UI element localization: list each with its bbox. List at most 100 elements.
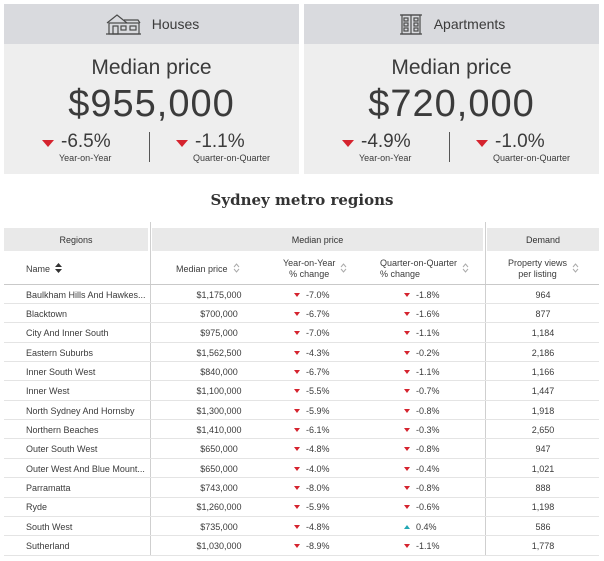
column-header-demand[interactable]: Property views per listing — [508, 258, 579, 280]
region-name[interactable]: Outer South West — [26, 444, 98, 455]
row-divider — [4, 361, 599, 363]
table-row[interactable]: Parramatta $743,000 -8.0% -0.8% 888 — [4, 479, 599, 498]
table-row[interactable]: North Sydney And Hornsby $1,300,000 -5.9% -… — [4, 401, 599, 421]
region-name[interactable]: Outer West And Blue Mount... — [26, 463, 145, 474]
row-divider — [4, 457, 599, 459]
houses-qoq-value: -1.1% — [195, 131, 245, 152]
down-triangle-icon — [404, 544, 410, 549]
property-views: 888 — [535, 483, 551, 493]
median-price: $1,300,000 — [196, 405, 242, 416]
qoq-change: -0.6% — [404, 498, 464, 517]
houses-changes: -6.5% Year-on-Year -1.1% Quarter-on-Quar… — [4, 132, 299, 164]
region-name[interactable]: North Sydney And Hornsby — [26, 405, 135, 416]
row-divider — [4, 303, 599, 304]
houses-yoy-label: Year-on-Year — [59, 153, 112, 163]
table-row[interactable]: Sutherland $1,030,000 -8.9% -1.1% 1,778 — [4, 537, 599, 556]
header-divider — [4, 284, 599, 285]
table-row[interactable]: City And Inner South $975,000 -7.0% -1.1% 1,… — [4, 324, 599, 343]
qoq-change: -1.8% — [404, 285, 464, 304]
property-views: 2,186 — [531, 347, 555, 358]
apartments-divider — [449, 132, 450, 162]
houses-qoq-change: -1.1% Quarter-on-Quarter — [176, 132, 270, 163]
column-header-demand-line1: Property views — [508, 258, 568, 268]
region-name[interactable]: Ryde — [26, 502, 48, 513]
houses-median-price: $955,000 — [68, 83, 235, 125]
yoy-change-value: -6.7% — [306, 366, 330, 377]
sort-icon[interactable] — [233, 263, 240, 275]
region-name[interactable]: Sutherland — [26, 541, 70, 552]
median-price: $650,000 — [200, 444, 238, 455]
yoy-change-value: -4.0% — [306, 463, 330, 474]
qoq-change-value: -0.7% — [416, 386, 440, 397]
property-views: 2,650 — [531, 424, 555, 435]
region-name[interactable]: Parramatta — [26, 483, 71, 493]
median-price: $650,000 — [200, 463, 238, 474]
qoq-change-value: -0.3% — [416, 424, 440, 435]
table-row[interactable]: South West $735,000 -4.8% 0.4% 586 — [4, 517, 599, 537]
row-divider — [4, 322, 599, 324]
table-row[interactable]: Ryde $1,260,000 -5.9% -0.6% 1,198 — [4, 498, 599, 517]
table-row[interactable]: Eastern Suburbs $1,562,500 -4.3% -0.2% 2,186 — [4, 343, 599, 363]
row-divider — [4, 399, 599, 401]
yoy-change: -5.5% — [294, 382, 354, 401]
yoy-change: -6.7% — [294, 304, 354, 323]
yoy-change: -8.9% — [294, 537, 354, 556]
column-header-yoy[interactable]: Year-on-Year % change — [283, 258, 347, 280]
qoq-change-value: -1.8% — [416, 289, 440, 300]
yoy-change: -7.0% — [294, 285, 354, 304]
sort-icon[interactable] — [340, 263, 347, 275]
median-price: $1,100,000 — [196, 386, 242, 397]
down-triangle-icon — [404, 350, 410, 355]
table-row[interactable]: Inner West $1,100,000 -5.5% -0.7% 1,447 — [4, 382, 599, 401]
down-triangle-icon — [294, 369, 300, 374]
row-divider — [4, 554, 599, 556]
column-header-qoq[interactable]: Quarter-on-Quarter % change — [380, 258, 469, 280]
table-row[interactable]: Outer South West $650,000 -4.8% -0.8% 947 — [4, 440, 599, 459]
property-views: 947 — [535, 444, 551, 455]
yoy-change: -4.0% — [294, 459, 354, 478]
region-name[interactable]: Baulkham Hills And Hawkes... — [26, 289, 146, 300]
median-price: $840,000 — [200, 366, 238, 377]
table-divider — [485, 222, 486, 556]
table-row[interactable]: Northern Beaches $1,410,000 -6.1% -0.3% 2,65… — [4, 420, 599, 440]
column-header-name-label: Name — [26, 264, 51, 274]
property-views: 1,918 — [531, 405, 555, 416]
qoq-change-value: -1.1% — [416, 366, 440, 377]
table-row[interactable]: Outer West And Blue Mount... $650,000 -4.0… — [4, 459, 599, 479]
houses-card-title: Houses — [151, 16, 200, 32]
region-name[interactable]: Eastern Suburbs — [26, 347, 94, 358]
yoy-change: -4.8% — [294, 517, 354, 536]
region-name[interactable]: Blacktown — [26, 308, 68, 319]
row-divider — [4, 496, 599, 498]
sort-active-icon[interactable] — [55, 263, 63, 275]
region-name[interactable]: Inner South West — [26, 366, 96, 377]
down-triangle-icon — [404, 427, 410, 432]
column-header-median-price[interactable]: Median price — [176, 258, 240, 280]
up-triangle-icon — [404, 524, 410, 529]
qoq-change-value: -1.1% — [416, 328, 440, 339]
table-row[interactable]: Inner South West $840,000 -6.7% -1.1% 1,166 — [4, 362, 599, 382]
property-views: 1,198 — [531, 502, 555, 513]
qoq-change: -0.8% — [404, 479, 464, 498]
region-name[interactable]: South West — [26, 521, 73, 532]
table-row[interactable]: Blacktown $700,000 -6.7% -1.6% 877 — [4, 304, 599, 324]
row-divider — [4, 438, 599, 440]
apartments-median-label: Median price — [391, 56, 512, 79]
column-header-name[interactable]: Name — [26, 258, 63, 280]
apartments-qoq-value: -1.0% — [495, 131, 545, 152]
region-name[interactable]: City And Inner South — [26, 328, 109, 339]
apartments-qoq-change: -1.0% Quarter-on-Quarter — [476, 132, 570, 163]
column-header-demand-line2: per listing — [518, 269, 557, 279]
yoy-change-value: -7.0% — [306, 328, 330, 339]
yoy-change-value: -8.9% — [306, 541, 330, 552]
qoq-change: -0.8% — [404, 401, 464, 420]
row-divider — [4, 477, 599, 479]
sort-icon[interactable] — [462, 263, 469, 275]
sort-icon[interactable] — [572, 263, 579, 275]
yoy-change: -4.3% — [294, 343, 354, 362]
table-row[interactable]: Baulkham Hills And Hawkes... $1,175,000 -7… — [4, 285, 599, 304]
region-name[interactable]: Inner West — [26, 386, 70, 397]
qoq-change: -0.8% — [404, 440, 464, 459]
property-views: 1,166 — [531, 366, 555, 377]
region-name[interactable]: Northern Beaches — [26, 424, 99, 435]
